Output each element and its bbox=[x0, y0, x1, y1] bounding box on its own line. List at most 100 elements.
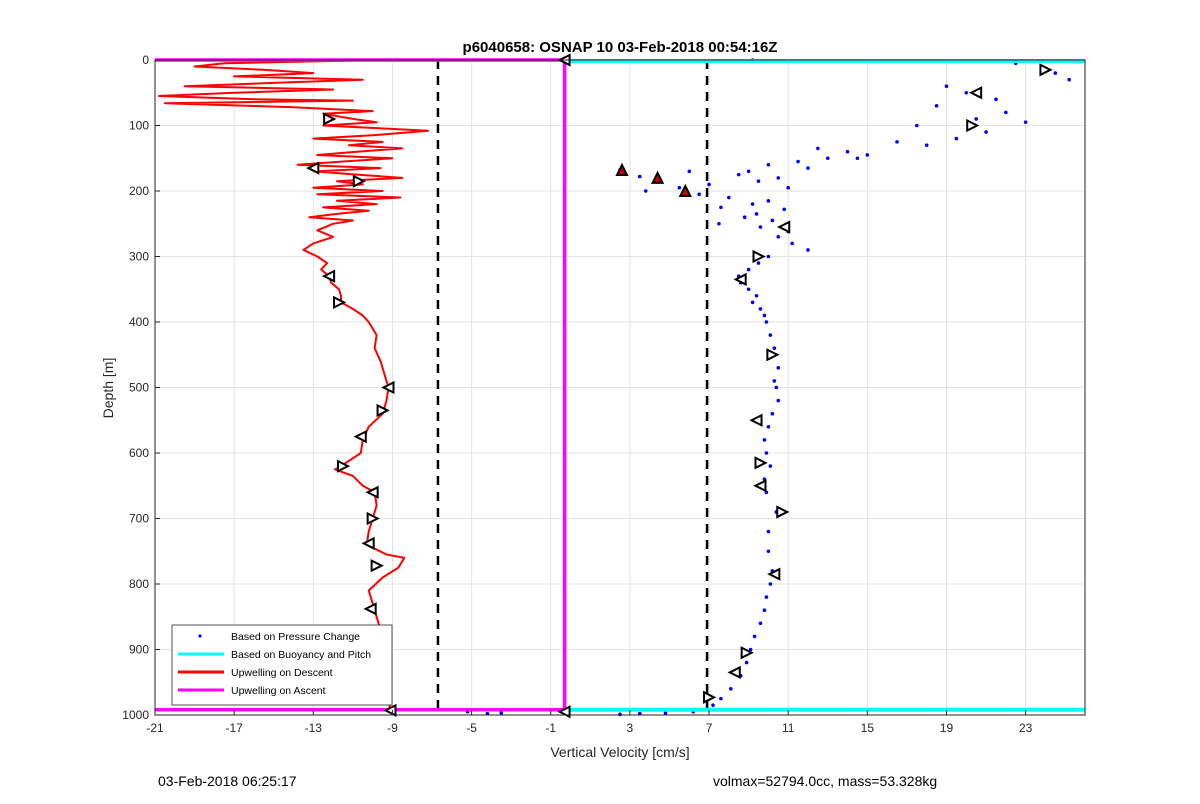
data-point bbox=[618, 712, 622, 717]
data-point bbox=[816, 146, 820, 151]
data-point bbox=[768, 582, 773, 586]
data-point bbox=[717, 221, 721, 226]
profile-marker bbox=[727, 665, 741, 680]
data-point bbox=[758, 225, 763, 229]
profile-marker bbox=[352, 174, 367, 188]
x-tick-label: -13 bbox=[305, 721, 323, 735]
volmax-mass-footer: volmax=52794.0cc, mass=53.328kg bbox=[713, 773, 938, 789]
y-tick-label: 1000 bbox=[122, 708, 149, 722]
data-point bbox=[719, 696, 723, 701]
data-point bbox=[697, 192, 701, 197]
data-point bbox=[742, 215, 747, 219]
data-point bbox=[782, 207, 787, 212]
profile-marker bbox=[353, 430, 367, 444]
data-point bbox=[744, 660, 749, 665]
y-tick-label: 300 bbox=[129, 250, 149, 264]
data-point bbox=[754, 294, 759, 298]
data-point bbox=[1004, 110, 1008, 115]
profile-marker bbox=[754, 456, 768, 470]
data-point bbox=[736, 172, 741, 177]
data-point bbox=[786, 185, 790, 190]
x-tick-label: -1 bbox=[545, 721, 556, 735]
profile-marker bbox=[366, 511, 380, 526]
data-point bbox=[954, 136, 959, 141]
y-tick-label: 700 bbox=[129, 512, 149, 526]
x-tick-label: 23 bbox=[1019, 721, 1033, 735]
data-point bbox=[796, 159, 800, 164]
data-point bbox=[643, 189, 648, 193]
profile-marker bbox=[703, 690, 717, 704]
data-point bbox=[776, 176, 781, 180]
data-point bbox=[677, 185, 682, 190]
data-point bbox=[766, 163, 771, 167]
y-tick-label: 600 bbox=[129, 446, 149, 460]
data-point bbox=[729, 687, 733, 691]
profile-marker bbox=[733, 272, 747, 287]
profile-marker bbox=[968, 86, 983, 100]
data-point bbox=[776, 235, 781, 239]
data-point bbox=[964, 90, 969, 95]
data-point bbox=[766, 254, 771, 259]
profile-marker bbox=[323, 112, 337, 126]
x-axis-label: Vertical Velocity [cm/s] bbox=[550, 744, 689, 760]
data-point bbox=[758, 307, 763, 311]
profile-marker bbox=[383, 703, 397, 718]
data-point bbox=[774, 385, 779, 390]
profile-marker bbox=[740, 646, 754, 660]
profile-marker bbox=[776, 505, 790, 519]
legend-label-ascent: Upwelling on Ascent bbox=[231, 685, 326, 697]
y-axis-label: Depth [m] bbox=[100, 358, 116, 419]
profile-marker bbox=[767, 567, 781, 581]
profile-marker bbox=[321, 269, 336, 283]
data-point bbox=[758, 621, 763, 626]
profile-marker bbox=[306, 161, 320, 175]
data-point bbox=[984, 130, 988, 134]
data-point bbox=[776, 398, 781, 403]
data-point bbox=[762, 313, 767, 318]
data-point bbox=[752, 634, 757, 639]
x-tick-label: -21 bbox=[146, 721, 164, 735]
profile-marker bbox=[376, 403, 390, 418]
profile-marker bbox=[1039, 63, 1053, 77]
data-point bbox=[845, 149, 850, 154]
legend: Based on Pressure Change Based on Buoyan… bbox=[171, 624, 393, 706]
marker-layer bbox=[306, 53, 1053, 719]
data-point bbox=[806, 166, 810, 170]
profile-marker bbox=[678, 183, 692, 197]
data-point bbox=[865, 153, 870, 157]
data-point bbox=[762, 438, 767, 442]
y-tick-label: 200 bbox=[129, 184, 149, 198]
data-point bbox=[944, 84, 949, 88]
data-point bbox=[768, 464, 773, 468]
data-point bbox=[637, 174, 642, 179]
profile-marker bbox=[753, 479, 767, 493]
profile-marker bbox=[333, 295, 347, 309]
legend-label-pressure: Based on Pressure Change bbox=[231, 631, 360, 643]
x-tick-label: -17 bbox=[225, 721, 243, 735]
profile-marker bbox=[966, 118, 980, 133]
data-point bbox=[764, 451, 769, 455]
y-tick-label: 800 bbox=[129, 577, 149, 591]
data-point bbox=[719, 205, 723, 210]
chart-title: p6040658: OSNAP 10 03-Feb-2018 00:54:16Z bbox=[463, 39, 778, 56]
data-point bbox=[687, 169, 692, 174]
grid-lines bbox=[154, 59, 1085, 716]
data-point bbox=[924, 143, 929, 147]
x-tick-label: 3 bbox=[627, 721, 634, 735]
data-point bbox=[825, 156, 830, 161]
data-point bbox=[770, 218, 775, 223]
data-point bbox=[762, 608, 767, 612]
legend-label-descent: Upwelling on Descent bbox=[231, 667, 333, 679]
data-point bbox=[750, 202, 755, 206]
data-point bbox=[806, 248, 810, 252]
data-point bbox=[1023, 120, 1028, 125]
data-point bbox=[1053, 71, 1058, 75]
profile-marker bbox=[361, 536, 375, 551]
data-point bbox=[707, 182, 711, 187]
data-point bbox=[750, 300, 755, 305]
profile-marker bbox=[776, 220, 791, 234]
data-point bbox=[772, 379, 777, 383]
data-point bbox=[766, 199, 771, 203]
legend-label-buoyancy: Based on Buoyancy and Pitch bbox=[231, 649, 371, 661]
y-tick-label: 900 bbox=[129, 643, 149, 657]
